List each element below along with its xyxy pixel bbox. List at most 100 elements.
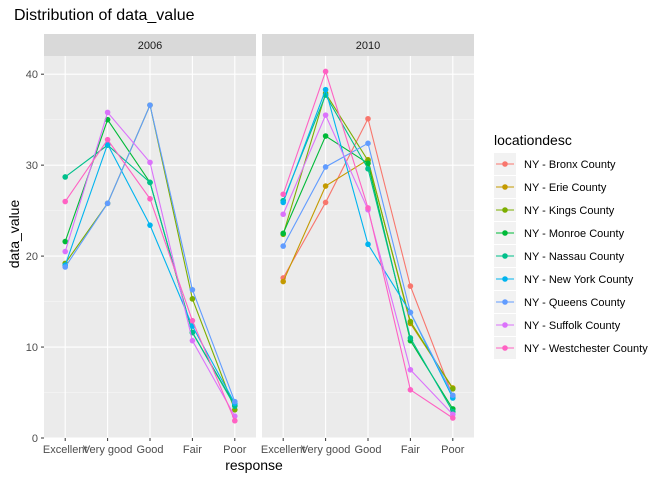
data-point [62,238,68,245]
x-tick-label: Good [355,444,382,456]
data-point [322,164,329,170]
data-point [280,211,287,218]
data-point [62,264,68,270]
data-point [147,222,153,228]
data-point [365,140,371,147]
legend-key-point [502,322,508,328]
data-point [189,296,196,302]
data-point [104,200,111,207]
legend-item: NY - Westchester County [494,337,648,359]
legend-label: NY - Nassau County [524,251,625,263]
data-point [280,278,287,285]
legend-key-point [502,161,508,167]
legend-item: NY - New York County [494,268,634,290]
legend-label: NY - Bronx County [524,159,616,171]
data-point [322,133,329,139]
x-tick-label: Very good [83,444,133,456]
data-point [62,198,68,205]
x-tick-label: Very good [301,444,351,456]
data-point [232,417,238,424]
data-point [407,283,414,289]
legend-key-point [502,345,508,351]
legend-label: NY - Queens County [524,297,626,309]
legend: locationdesc NY - Bronx County NY - Erie … [494,132,648,359]
data-point [322,199,329,206]
data-point [189,317,196,324]
data-point [147,159,153,166]
legend-item: NY - Bronx County [494,153,616,175]
data-point [322,86,329,93]
facet-strip [262,34,474,56]
legend-key-point [502,230,508,236]
panel-2006: 2006 [44,34,256,439]
data-point [365,205,371,211]
x-tick-label: Poor [441,444,465,456]
chart-title: Distribution of data_value [14,7,195,24]
x-axis-title: response [225,457,283,473]
legend-label: NY - Suffolk County [524,320,621,332]
y-tick-label: 0 [32,433,38,445]
data-point [450,415,456,421]
facet-panels: 2006 2010 [44,34,474,439]
data-point [365,241,371,248]
legend-key-point [502,207,508,213]
y-tick-label: 20 [26,251,38,263]
x-tick-label: Excellent [261,444,306,456]
legend-item: NY - Suffolk County [494,314,621,336]
data-point [322,112,329,118]
legend-item: NY - Monroe County [494,222,625,244]
data-point [407,386,414,393]
data-point [147,102,153,108]
data-point [62,174,68,180]
data-point [407,335,414,341]
legend-item: NY - Kings County [494,199,615,221]
legend-key-point [502,253,508,259]
legend-item: NY - Erie County [494,176,607,198]
data-point [322,68,329,75]
data-point [104,109,111,116]
y-axis-title: data_value [6,200,22,269]
legend-label: NY - Westchester County [524,343,648,355]
data-point [365,165,371,172]
legend-item: NY - Queens County [494,291,626,313]
x-tick-label: Poor [223,444,247,456]
facet-strip-label: 2010 [356,40,380,52]
data-point [365,115,371,122]
data-point [407,309,414,316]
data-point [189,286,196,293]
data-point [280,243,287,249]
y-tick-label: 30 [26,160,38,172]
data-point [450,392,456,399]
facet-strip-label: 2006 [138,40,162,52]
data-point [280,199,287,206]
data-point [407,318,414,325]
x-tick-label: Good [137,444,164,456]
data-point [189,337,196,344]
legend-key-point [502,184,508,190]
x-tick-label: Excellent [43,444,88,456]
data-point [280,191,287,198]
data-point [104,136,111,143]
legend-title: locationdesc [494,132,572,148]
y-axis: 0 10 20 30 40 [26,69,44,445]
legend-label: NY - Kings County [524,205,615,217]
x-tick-label: Fair [401,444,420,456]
data-point [147,195,153,202]
facet-strip [44,34,256,56]
data-point [407,366,414,373]
data-point [322,183,329,189]
data-point [365,160,371,167]
data-point [147,179,153,186]
y-tick-label: 40 [26,69,38,81]
data-point [232,398,238,405]
data-point [450,386,456,392]
legend-label: NY - Monroe County [524,228,625,240]
legend-label: NY - Erie County [524,182,607,194]
data-point [280,230,287,237]
legend-item: NY - Nassau County [494,245,625,267]
data-point [104,141,111,148]
data-point [62,248,68,255]
legend-label: NY - New York County [524,274,634,286]
